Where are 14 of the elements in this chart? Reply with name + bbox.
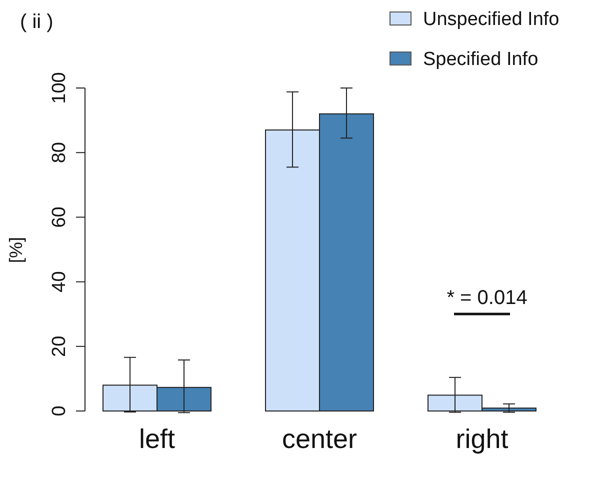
x-tick-label: right: [456, 424, 509, 454]
y-tick-label: 100: [49, 72, 70, 104]
y-tick-label: 80: [49, 142, 70, 164]
legend-label: Unspecified Info: [423, 9, 560, 30]
y-tick-label: 60: [49, 206, 70, 228]
y-axis-title: [%]: [6, 236, 26, 264]
chart-title: ( ii ): [20, 11, 54, 33]
y-tick-label: 40: [49, 271, 70, 292]
legend-label: Specified Info: [423, 49, 538, 70]
x-tick-label: center: [282, 424, 358, 454]
y-tick-label: 0: [49, 406, 70, 416]
x-tick-label: left: [138, 424, 176, 454]
annotation: * = 0.014: [446, 287, 528, 309]
y-tick-label: 20: [49, 336, 70, 357]
